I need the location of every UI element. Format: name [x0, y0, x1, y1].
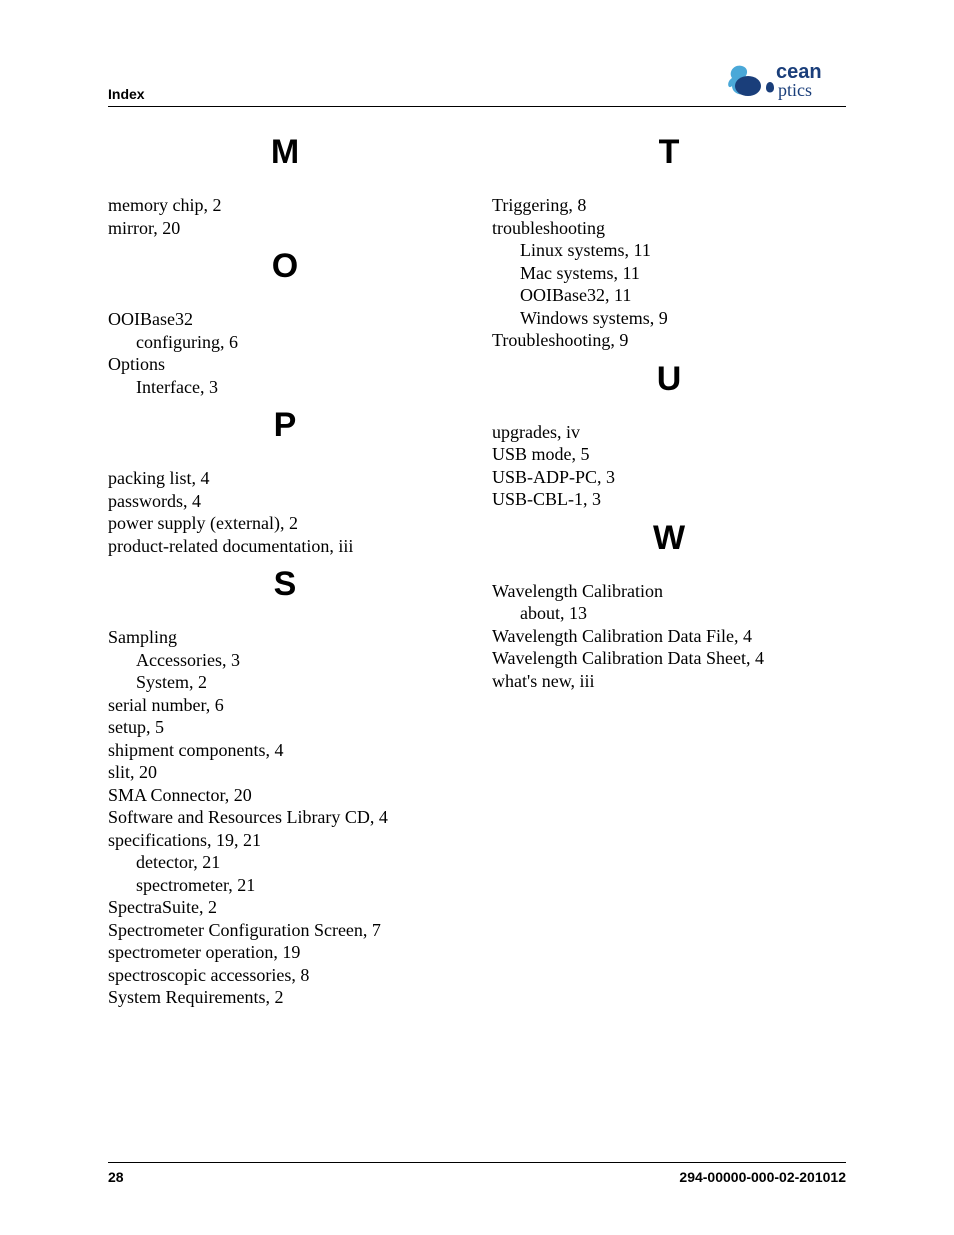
index-column-right: T Triggering, 8troubleshootingLinux syste… — [492, 125, 846, 1015]
index-letter-heading: P — [108, 406, 462, 445]
index-subentry: Linux systems, 11 — [492, 239, 846, 262]
index-entry: Troubleshooting, 9 — [492, 329, 846, 352]
index-entry: USB-CBL-1, 3 — [492, 488, 846, 511]
page-number: 28 — [108, 1169, 124, 1185]
ocean-optics-logo: cean ptics — [726, 60, 846, 102]
index-entry: troubleshooting — [492, 217, 846, 240]
index-entry: what's new, iii — [492, 670, 846, 693]
index-columns: Mmemory chip, 2mirror, 20 O OOIBase32confi… — [108, 125, 846, 1015]
index-subentry: about, 13 — [492, 602, 846, 625]
index-letter-heading: S — [108, 565, 462, 604]
index-letter-heading: T — [492, 133, 846, 172]
index-entry: serial number, 6 — [108, 694, 462, 717]
index-letter-heading: M — [108, 133, 462, 172]
index-entry: Options — [108, 353, 462, 376]
index-entry: product-related documentation, iii — [108, 535, 462, 558]
index-entry: USB-ADP-PC, 3 — [492, 466, 846, 489]
index-entry: SMA Connector, 20 — [108, 784, 462, 807]
index-entries-block: Wavelength Calibrationabout, 13Wavelengt… — [492, 580, 846, 693]
page-footer: 28 294-00000-000-02-201012 — [108, 1162, 846, 1185]
index-entry: setup, 5 — [108, 716, 462, 739]
index-entry: Wavelength Calibration — [492, 580, 846, 603]
index-entries-block: SamplingAccessories, 3System, 2serial nu… — [108, 626, 462, 1009]
page-header: Index cean ptics — [108, 60, 846, 107]
index-letter-heading: W — [492, 519, 846, 558]
index-subentry: Accessories, 3 — [108, 649, 462, 672]
index-entry: mirror, 20 — [108, 217, 462, 240]
index-entry: passwords, 4 — [108, 490, 462, 513]
index-subentry: spectrometer, 21 — [108, 874, 462, 897]
index-column-left: Mmemory chip, 2mirror, 20 O OOIBase32confi… — [108, 125, 462, 1015]
index-entry: upgrades, iv — [492, 421, 846, 444]
index-subentry: Interface, 3 — [108, 376, 462, 399]
index-entry: memory chip, 2 — [108, 194, 462, 217]
index-entries-block: upgrades, ivUSB mode, 5USB-ADP-PC, 3USB-… — [492, 421, 846, 511]
index-entry: shipment components, 4 — [108, 739, 462, 762]
index-entry: USB mode, 5 — [492, 443, 846, 466]
index-entries-block: OOIBase32configuring, 6OptionsInterface,… — [108, 308, 462, 398]
index-entry: packing list, 4 — [108, 467, 462, 490]
index-entry: spectrometer operation, 19 — [108, 941, 462, 964]
index-letter-heading: U — [492, 360, 846, 399]
index-entry: Software and Resources Library CD, 4 — [108, 806, 462, 829]
index-entries-block: memory chip, 2mirror, 20 — [108, 194, 462, 239]
index-entry: spectroscopic accessories, 8 — [108, 964, 462, 987]
index-subentry: configuring, 6 — [108, 331, 462, 354]
index-entry: Triggering, 8 — [492, 194, 846, 217]
index-entry: specifications, 19, 21 — [108, 829, 462, 852]
logo-text-bottom: ptics — [778, 80, 812, 100]
footer-rule: 28 294-00000-000-02-201012 — [108, 1162, 846, 1185]
index-entries-block: Triggering, 8troubleshootingLinux system… — [492, 194, 846, 352]
index-entry: Wavelength Calibration Data Sheet, 4 — [492, 647, 846, 670]
document-page: Index cean ptics Mmemory chip, 2mirror, … — [0, 0, 954, 1235]
index-subentry: Mac systems, 11 — [492, 262, 846, 285]
index-entry: power supply (external), 2 — [108, 512, 462, 535]
index-subentry: detector, 21 — [108, 851, 462, 874]
index-entry: slit, 20 — [108, 761, 462, 784]
index-entry: Spectrometer Configuration Screen, 7 — [108, 919, 462, 942]
index-entry: System Requirements, 2 — [108, 986, 462, 1009]
index-entry: SpectraSuite, 2 — [108, 896, 462, 919]
index-subentry: System, 2 — [108, 671, 462, 694]
index-letter-heading: O — [108, 247, 462, 286]
logo-wave-icon — [735, 76, 761, 96]
section-label: Index — [108, 86, 145, 102]
index-entry: Sampling — [108, 626, 462, 649]
document-id: 294-00000-000-02-201012 — [679, 1169, 846, 1185]
logo-drop-icon — [766, 82, 774, 93]
index-entries-block: packing list, 4passwords, 4power supply … — [108, 467, 462, 557]
index-subentry: OOIBase32, 11 — [492, 284, 846, 307]
index-subentry: Windows systems, 9 — [492, 307, 846, 330]
index-entry: Wavelength Calibration Data File, 4 — [492, 625, 846, 648]
index-entry: OOIBase32 — [108, 308, 462, 331]
logo-svg: cean ptics — [726, 60, 846, 102]
